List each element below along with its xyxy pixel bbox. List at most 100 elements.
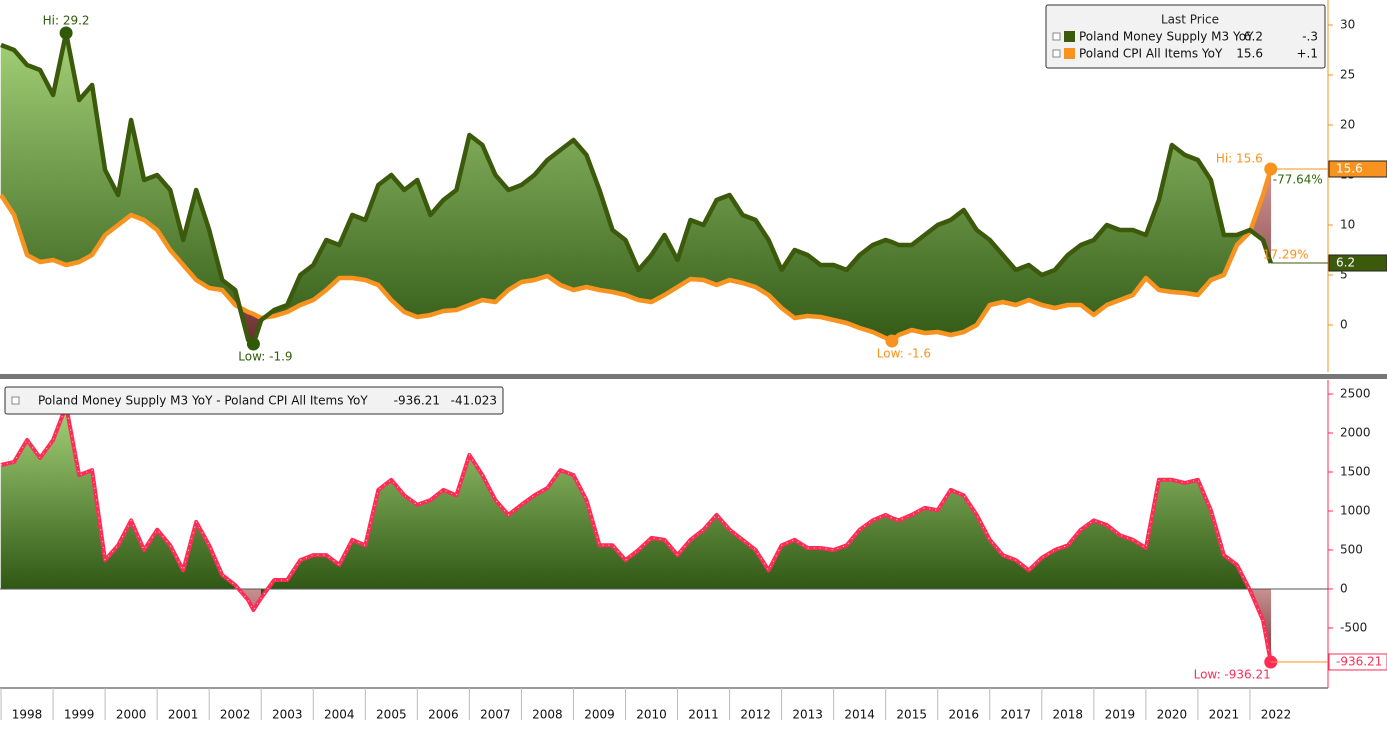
legend-change: +.1 (1296, 47, 1318, 61)
area-fill (443, 189, 457, 312)
area-fill (872, 514, 886, 590)
area-fill (872, 239, 886, 339)
area-fill (534, 159, 548, 281)
x-tick-label: 2017 (1001, 708, 1032, 722)
area-fill (1171, 479, 1186, 590)
last-value-tag (1328, 254, 1387, 272)
area-fill (378, 174, 392, 301)
legend-change: -.3 (1302, 30, 1318, 44)
area-fill (351, 214, 366, 281)
area-fill (833, 264, 847, 324)
x-tick-label: 2008 (532, 708, 563, 722)
y-tick-label: 500 (1340, 542, 1363, 556)
area-fill (534, 487, 548, 590)
area-fill (924, 224, 939, 334)
x-tick-label: 2006 (428, 708, 459, 722)
area-fill (1184, 479, 1199, 590)
last-value-label: 15.6 (1336, 162, 1363, 176)
legend-swatch (1064, 31, 1075, 42)
area-fill (820, 264, 834, 321)
area-fill (885, 514, 893, 590)
area-fill (807, 547, 821, 590)
area-fill (443, 489, 457, 590)
x-tick-label: 1998 (12, 708, 43, 722)
area-fill (859, 244, 873, 333)
area-fill (651, 537, 665, 590)
area-fill (521, 494, 535, 590)
x-tick-label: 2015 (896, 708, 927, 722)
area-fill (547, 149, 561, 286)
area-fill (898, 514, 912, 590)
area-fill (1158, 479, 1173, 590)
x-tick-label: 2004 (324, 708, 355, 722)
area-fill (351, 539, 366, 590)
series-line (0, 168, 1273, 344)
area-fill (833, 544, 847, 590)
x-tick-label: 2009 (584, 708, 615, 722)
x-tick-label: 2021 (1209, 708, 1240, 722)
y-tick-label: 30 (1340, 18, 1355, 32)
area-fill (599, 545, 613, 590)
legend-label: Poland Money Supply M3 YoY - Poland CPI … (38, 394, 368, 408)
area-fill (39, 439, 54, 590)
area-fill (891, 517, 899, 590)
annotation: -77.64% (1273, 173, 1323, 187)
x-tick-label: 2003 (272, 708, 303, 722)
area-fill (937, 219, 952, 336)
area-fill (0, 44, 15, 217)
area-fill (1184, 154, 1199, 296)
area-fill (950, 209, 965, 336)
x-tick-label: 2001 (168, 708, 199, 722)
legend-header: Last Price (1161, 13, 1219, 27)
area-fill (430, 489, 444, 590)
x-tick-label: 2013 (792, 708, 823, 722)
legend-label: Poland CPI All Items YoY (1079, 47, 1223, 61)
y-tick-label: 2000 (1340, 426, 1371, 440)
legend-box (4, 386, 504, 415)
legend-box (1045, 4, 1326, 69)
area-fill (885, 239, 893, 342)
area-fill (521, 174, 535, 283)
x-tick-label: 2016 (948, 708, 979, 722)
legend-value: -936.21 (394, 394, 440, 408)
area-fill (781, 539, 795, 590)
low-label: Low: -1.9 (238, 350, 292, 364)
area-fill (495, 174, 509, 303)
series-line (0, 30, 1273, 347)
area-fill (430, 199, 444, 316)
y-tick-label: 2500 (1340, 387, 1371, 401)
area-fill (911, 507, 926, 590)
legend-toggle (11, 396, 20, 405)
x-tick-label: 2000 (116, 708, 147, 722)
annotation: 17.29% (1263, 248, 1309, 262)
area-fill (820, 547, 834, 590)
area-fill (78, 469, 93, 590)
area-fill (39, 69, 54, 263)
area-fill (469, 134, 483, 306)
low-marker (246, 337, 260, 351)
area-fill (378, 479, 392, 590)
area-fill (742, 214, 756, 288)
area-fill (1054, 544, 1069, 590)
series-line-highlight (0, 404, 1272, 663)
y-tick-label: 20 (1340, 118, 1355, 132)
area-fill (560, 139, 574, 291)
y-tick-label: 0 (1340, 581, 1348, 595)
y-tick-label: 10 (1340, 218, 1355, 232)
plot-area (0, 405, 1272, 663)
x-tick-label: 2014 (844, 708, 875, 722)
area-fill (417, 499, 431, 590)
area-fill (560, 469, 574, 590)
area-fill (924, 507, 939, 590)
area-fill (1093, 519, 1108, 590)
area-fill (690, 219, 704, 281)
legend-value: 6.2 (1244, 30, 1263, 44)
area-fill (1119, 229, 1134, 301)
y-tick-label: 0 (1340, 318, 1348, 332)
area-fill (508, 184, 522, 291)
panel-divider (0, 374, 1387, 379)
area-fill (950, 489, 965, 590)
area-fill (898, 244, 912, 336)
y-tick-label: 1000 (1340, 503, 1371, 517)
